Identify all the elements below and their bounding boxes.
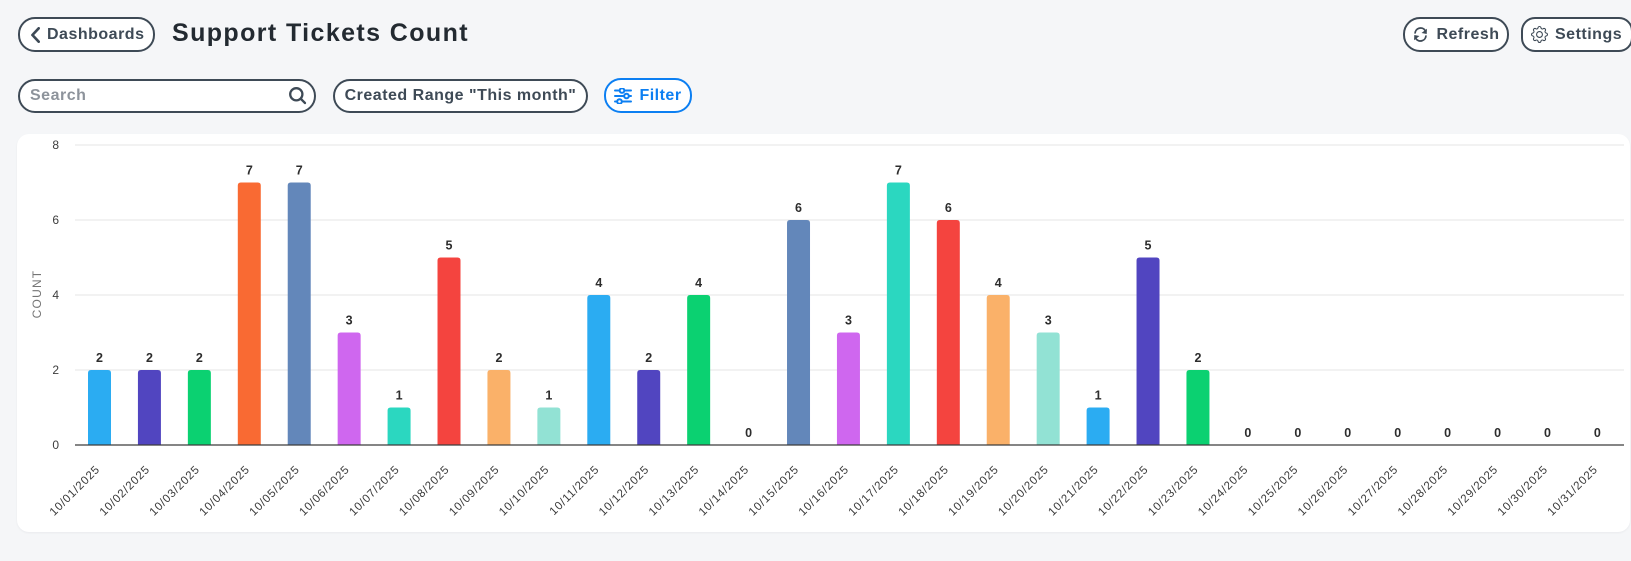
svg-text:3: 3 [346, 313, 353, 327]
svg-text:10/14/2025: 10/14/2025 [697, 464, 752, 519]
svg-text:2: 2 [146, 351, 153, 365]
svg-text:4: 4 [995, 276, 1002, 290]
svg-text:5: 5 [1145, 238, 1152, 252]
svg-text:2: 2 [196, 351, 203, 365]
svg-text:10/06/2025: 10/06/2025 [297, 464, 352, 519]
svg-text:2: 2 [1194, 351, 1201, 365]
svg-text:0: 0 [1394, 426, 1401, 440]
svg-text:10/22/2025: 10/22/2025 [1096, 464, 1151, 519]
svg-text:0: 0 [745, 426, 752, 440]
svg-text:4: 4 [52, 288, 59, 302]
svg-text:10/30/2025: 10/30/2025 [1496, 464, 1551, 519]
svg-text:1: 1 [1095, 388, 1102, 402]
svg-text:1: 1 [396, 388, 403, 402]
svg-text:10/15/2025: 10/15/2025 [747, 464, 802, 519]
svg-text:COUNT: COUNT [30, 270, 44, 319]
svg-text:10/07/2025: 10/07/2025 [347, 464, 402, 519]
svg-text:10/31/2025: 10/31/2025 [1546, 464, 1601, 519]
svg-text:10/13/2025: 10/13/2025 [647, 464, 702, 519]
svg-text:2: 2 [96, 351, 103, 365]
svg-text:10/09/2025: 10/09/2025 [447, 464, 502, 519]
svg-text:10/16/2025: 10/16/2025 [797, 464, 852, 519]
svg-text:7: 7 [246, 163, 253, 177]
svg-text:10/08/2025: 10/08/2025 [397, 464, 452, 519]
svg-text:0: 0 [1294, 426, 1301, 440]
svg-text:2: 2 [645, 351, 652, 365]
svg-text:4: 4 [695, 276, 702, 290]
svg-text:10/21/2025: 10/21/2025 [1046, 464, 1101, 519]
svg-text:10/29/2025: 10/29/2025 [1446, 464, 1501, 519]
svg-text:6: 6 [795, 201, 802, 215]
svg-text:10/25/2025: 10/25/2025 [1246, 464, 1301, 519]
svg-text:1: 1 [545, 388, 552, 402]
svg-text:7: 7 [296, 163, 303, 177]
svg-text:10/04/2025: 10/04/2025 [198, 464, 253, 519]
svg-text:10/27/2025: 10/27/2025 [1346, 464, 1401, 519]
svg-text:2: 2 [495, 351, 502, 365]
svg-text:0: 0 [52, 438, 59, 452]
svg-text:10/26/2025: 10/26/2025 [1296, 464, 1351, 519]
svg-text:8: 8 [52, 138, 59, 152]
svg-text:0: 0 [1344, 426, 1351, 440]
svg-text:2: 2 [52, 363, 59, 377]
svg-text:10/19/2025: 10/19/2025 [947, 464, 1002, 519]
svg-text:10/12/2025: 10/12/2025 [597, 464, 652, 519]
svg-text:10/17/2025: 10/17/2025 [847, 464, 902, 519]
svg-text:10/01/2025: 10/01/2025 [48, 464, 103, 519]
svg-text:3: 3 [1045, 313, 1052, 327]
svg-text:6: 6 [945, 201, 952, 215]
svg-text:7: 7 [895, 163, 902, 177]
svg-text:10/23/2025: 10/23/2025 [1146, 464, 1201, 519]
svg-text:0: 0 [1444, 426, 1451, 440]
svg-text:5: 5 [446, 238, 453, 252]
svg-text:10/18/2025: 10/18/2025 [897, 464, 952, 519]
svg-text:0: 0 [1594, 426, 1601, 440]
svg-text:10/10/2025: 10/10/2025 [497, 464, 552, 519]
svg-text:6: 6 [52, 213, 59, 227]
svg-text:10/03/2025: 10/03/2025 [148, 464, 203, 519]
svg-text:0: 0 [1494, 426, 1501, 440]
svg-text:10/28/2025: 10/28/2025 [1396, 464, 1451, 519]
svg-text:0: 0 [1244, 426, 1251, 440]
svg-text:10/20/2025: 10/20/2025 [996, 464, 1051, 519]
svg-text:3: 3 [845, 313, 852, 327]
svg-text:10/02/2025: 10/02/2025 [98, 464, 153, 519]
svg-text:10/05/2025: 10/05/2025 [247, 464, 302, 519]
svg-text:0: 0 [1544, 426, 1551, 440]
svg-text:4: 4 [595, 276, 602, 290]
svg-text:10/24/2025: 10/24/2025 [1196, 464, 1251, 519]
svg-text:10/11/2025: 10/11/2025 [548, 464, 602, 518]
